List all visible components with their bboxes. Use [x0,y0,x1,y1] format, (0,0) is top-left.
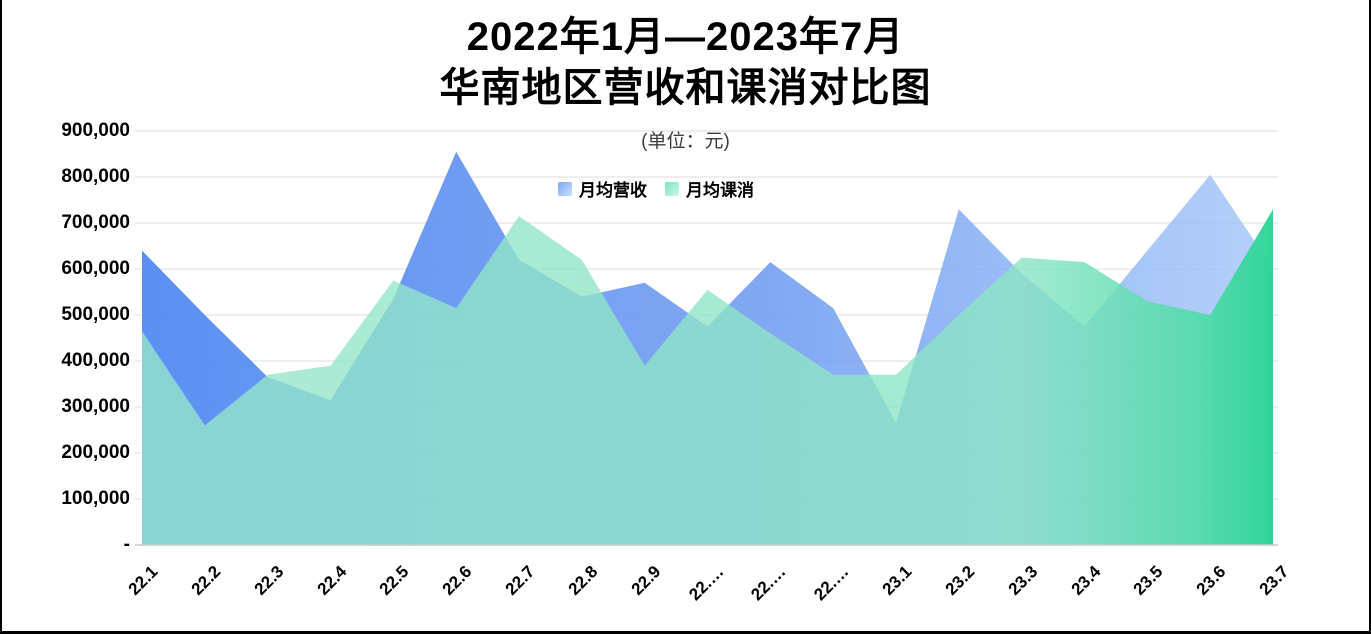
revenue-swatch-icon [558,181,572,196]
y-tick-label: 300,000 [61,396,130,417]
area-series-consumption [142,209,1273,545]
y-tick-label: 700,000 [61,212,130,233]
y-tick-label: - [123,534,130,555]
y-tick-label: 500,000 [61,304,130,325]
y-tick-label: 600,000 [61,258,130,279]
legend-item-consumption[interactable]: 月均课消 [665,176,754,201]
legend-item-revenue[interactable]: 月均营收 [558,176,647,201]
chart-legend: 月均营收 月均课消 [558,176,754,201]
y-tick-label: 200,000 [61,442,130,463]
y-tick-label: 900,000 [61,120,130,141]
legend-label-revenue: 月均营收 [579,181,647,200]
chart-subtitle: (单位：元) [641,131,730,152]
y-tick-label: 800,000 [61,166,130,187]
legend-label-consumption: 月均课消 [686,181,754,200]
consumption-swatch-icon [665,181,679,196]
chart-title-line1: 2022年1月—2023年7月 [466,15,905,59]
y-tick-label: 400,000 [61,350,130,371]
chart-title-line2: 华南地区营收和课消对比图 [439,66,932,110]
chart-title: 2022年1月—2023年7月 华南地区营收和课消对比图 [2,12,1369,114]
y-tick-label: 100,000 [61,488,130,509]
